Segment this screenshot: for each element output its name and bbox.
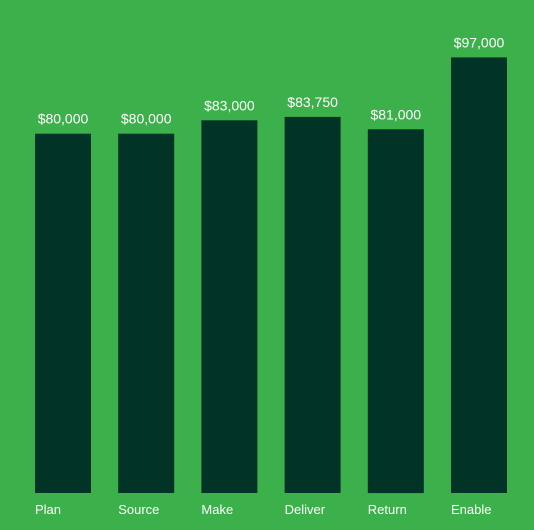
bar-deliver [284, 116, 341, 494]
value-label-source: $80,000 [121, 111, 172, 127]
category-label-make: Make [201, 502, 233, 517]
bar-plan [35, 133, 91, 493]
bar-make [201, 120, 258, 494]
value-label-enable: $97,000 [454, 34, 505, 50]
value-label-return: $81,000 [370, 106, 421, 122]
category-label-enable: Enable [451, 502, 491, 517]
category-label-return: Return [368, 502, 407, 517]
bar-source [118, 133, 175, 493]
value-labels-group: $80,000 $80,000 $83,000 $83,750 $81,000 $97,0… [38, 34, 505, 126]
category-labels-group: Plan Source Make Deliver Return Enable [35, 502, 491, 517]
category-label-plan: Plan [35, 502, 61, 517]
value-label-deliver: $83,750 [287, 94, 338, 110]
bar-return [367, 129, 424, 494]
value-label-make: $83,000 [204, 97, 255, 113]
category-label-deliver: Deliver [285, 502, 326, 517]
value-label-plan: $80,000 [38, 111, 89, 127]
bars-group [35, 57, 507, 494]
category-label-source: Source [118, 502, 159, 517]
bar-enable [451, 57, 507, 494]
